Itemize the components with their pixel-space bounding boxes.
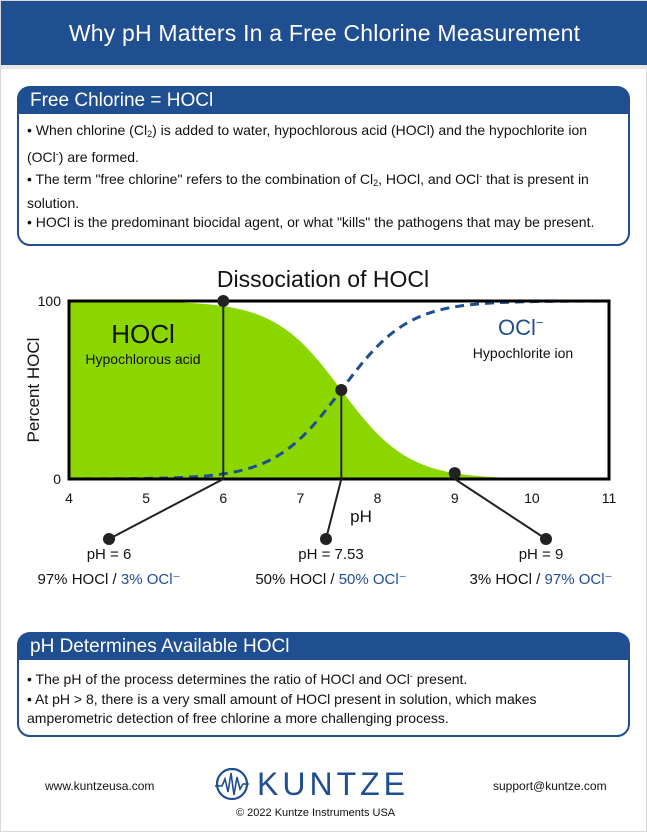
ocl-series-desc: Hypochlorite ion (473, 345, 573, 361)
ph-determines-panel: pH Determines Available HOCl • The pH of… (17, 632, 630, 737)
bullet-5-text: • At pH > 8, there is a very small amoun… (27, 690, 537, 727)
callout-leader-line (454, 478, 547, 540)
callout-label-dot (103, 533, 115, 545)
bullet-2-text-c: that is present in solution. (27, 171, 589, 211)
x-axis-label: pH (350, 507, 372, 526)
support-email-link[interactable]: support@kuntze.com (493, 779, 607, 793)
ph-determines-heading: pH Determines Available HOCl (18, 633, 629, 660)
bullet-1-text-c: ) are formed. (58, 148, 139, 165)
logo-wordmark: KUNTZE (257, 765, 409, 802)
dissociation-chart-svg: Dissociation of HOCl 0 100 4 5 6 7 8 9 10 11 pH Perc… (24, 266, 617, 588)
callout-hocl-pct: 3% HOCl (470, 571, 533, 588)
y-tick-label: 100 (38, 293, 62, 309)
x-tick-label: 5 (142, 490, 150, 506)
callout-ratio-text: 97% HOCl / 3% OCl⁻ (38, 571, 181, 588)
kuntze-waveform-circle-icon (215, 767, 249, 801)
bullet-5: • At pH > 8, there is a very small amoun… (27, 690, 618, 729)
bullet-1: • When chlorine (Cl2) is added to water,… (27, 121, 618, 167)
hocl-series-desc: Hypochlorous acid (85, 351, 200, 367)
x-tick-label: 8 (374, 490, 382, 506)
callout-curve-dot (448, 467, 461, 480)
bullet-1-text-a: • When chlorine (Cl (27, 122, 148, 138)
callout-ratio-text: 50% HOCl / 50% OCl⁻ (255, 571, 406, 588)
bullet-2-sup: - (479, 171, 483, 181)
copyright-text: © 2022 Kuntze Instruments USA (236, 807, 396, 819)
bullet-4-sup: - (409, 671, 413, 681)
ph-determines-body: • The pH of the process determines the r… (19, 660, 628, 735)
bullet-3: • HOCl is the predominant biocidal agent… (27, 213, 618, 233)
bullet-1-sub: 2 (147, 129, 153, 139)
y-axis-label: Percent HOCl (24, 338, 43, 443)
callout-curve-dot (217, 295, 230, 307)
kuntze-logo: KUNTZE (213, 765, 409, 802)
dissociation-chart: Dissociation of HOCl 0 100 4 5 6 7 8 9 10 11 pH Perc… (1, 259, 647, 599)
bullet-4-text-c: present. (412, 671, 468, 687)
callout-ph-label: pH = 6 (87, 546, 132, 563)
bullet-2-text-a: • The term "free chlorine" refers to the… (27, 171, 374, 187)
free-chlorine-body: • When chlorine (Cl2) is added to water,… (19, 114, 628, 239)
free-chlorine-heading: Free Chlorine = HOCl (18, 87, 629, 114)
callout-leader-line (108, 478, 224, 540)
callout-ocl-pct: 3% OCl⁻ (121, 571, 181, 588)
x-tick-label: 10 (524, 490, 540, 506)
callout-ocl-pct: 50% OCl⁻ (339, 571, 407, 588)
bullet-4-text-a: • The pH of the process determines the r… (27, 671, 410, 687)
free-chlorine-panel: Free Chlorine = HOCl • When chlorine (Cl… (17, 86, 630, 246)
banner-divider (1, 65, 647, 69)
callout-hocl-pct: 50% HOCl (255, 571, 326, 588)
callout-separator: / (532, 571, 545, 588)
callout-separator: / (108, 571, 121, 588)
bullet-2-sub: 2 (373, 178, 379, 188)
x-tick-label: 7 (297, 490, 305, 506)
page-title: Why pH Matters In a Free Chlorine Measur… (68, 19, 581, 46)
callout-ph-label: pH = 9 (519, 546, 564, 563)
callout-ocl-pct: 97% OCl⁻ (545, 571, 613, 588)
x-tick-label: 4 (65, 490, 73, 506)
bullet-2: • The term "free chlorine" refers to the… (27, 167, 618, 213)
x-tick-label: 9 (451, 490, 459, 506)
hocl-series-name: HOCl (111, 319, 175, 349)
bullet-1-sup: - (55, 148, 59, 159)
bullet-2-text-b: , HOCl, and OCl (378, 171, 480, 187)
callout-label-dot (540, 533, 552, 545)
callout-ph-label: pH = 7.53 (298, 546, 363, 563)
bullet-4: • The pH of the process determines the r… (27, 667, 618, 690)
callout-ratio-text: 3% HOCl / 97% OCl⁻ (470, 571, 613, 588)
callout-separator: / (326, 571, 339, 588)
callout-leader-line (325, 478, 343, 540)
page-title-banner: Why pH Matters In a Free Chlorine Measur… (1, 1, 647, 65)
bullet-3-text: • HOCl is the predominant biocidal agent… (27, 214, 595, 230)
callout-curve-dot (335, 384, 348, 396)
callout-label-dot (320, 533, 332, 545)
website-link[interactable]: www.kuntzeusa.com (45, 779, 155, 793)
ocl-series-name: OCl− (498, 315, 543, 340)
x-tick-label: 6 (219, 490, 227, 506)
bullet-1-text-b: ) is added to water, hypochlorous acid (… (27, 122, 588, 165)
chart-title: Dissociation of HOCl (217, 266, 429, 292)
x-tick-label: 11 (602, 490, 617, 506)
y-tick-label: 0 (53, 471, 61, 487)
callout-hocl-pct: 97% HOCl (38, 571, 109, 588)
plot-frame (67, 299, 611, 481)
